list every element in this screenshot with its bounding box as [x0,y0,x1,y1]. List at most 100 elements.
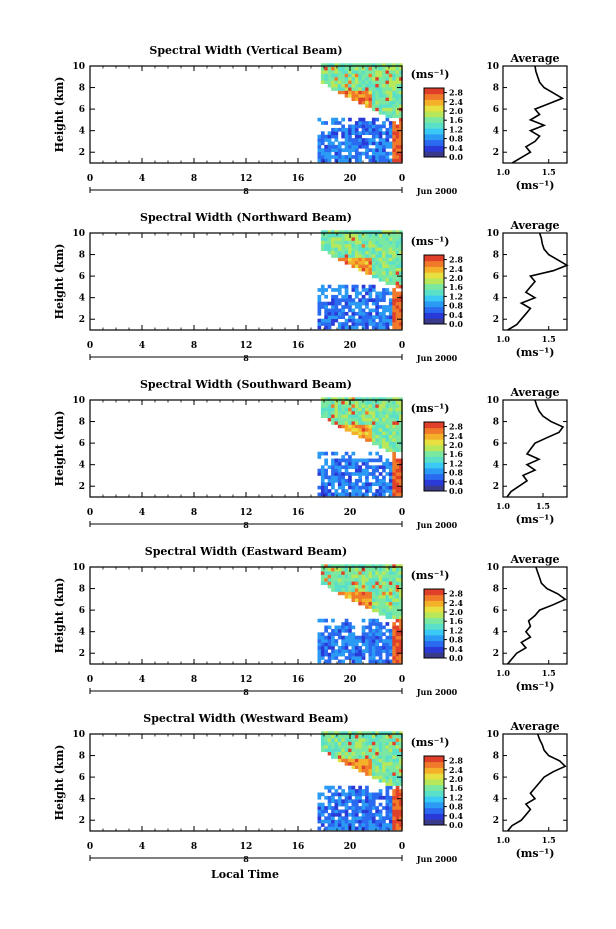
heat-cell [368,465,373,470]
heat-cell [382,243,386,248]
heat-cell [334,649,339,654]
heat-cell [388,823,393,827]
heat-cell [354,318,359,323]
heat-cell [399,734,403,739]
heat-cell [351,823,356,827]
heat-cell [320,288,325,292]
heat-cell [344,294,349,299]
heat-cell [320,472,325,476]
heat-cell [371,301,376,306]
heat-cell [375,465,379,470]
heat-cell [378,489,383,493]
heat-cell [324,574,328,579]
heat-cell [382,574,386,579]
heat-cell [395,70,400,74]
heat-cell [388,571,393,575]
heat-cell [392,485,396,490]
heat-cell [324,138,328,142]
heat-cell [395,649,400,654]
heat-cell [375,131,379,136]
heat-cell [354,155,359,159]
heat-cell [320,577,325,582]
heat-cell [385,250,390,255]
heat-cell [354,809,359,814]
heat-cell [385,277,390,282]
heat-cell [375,492,379,497]
heat-cell [399,816,403,821]
heat-cell [354,134,359,139]
heat-cell [337,240,342,245]
heat-cell [348,564,352,569]
heat-cell [375,482,379,487]
heat-cell [385,581,390,586]
heat-cell [392,478,396,483]
heat-cell [392,404,396,408]
heat-cell [358,407,362,412]
avg-y-tick-label: 10 [486,396,499,406]
heat-cell [388,438,393,442]
heat-cell [388,298,393,303]
heat-cell [382,758,386,763]
heat-cell [388,465,393,470]
heat-cell [375,308,379,313]
heat-cell [351,308,356,313]
colorbar-frame [423,755,445,826]
heat-cell [324,63,328,68]
heat-cell [382,66,386,71]
heat-cell [399,731,403,736]
y-tick-label: 6 [79,439,85,449]
heat-cell [382,571,386,575]
heat-cell [378,151,383,156]
heat-cell [371,567,376,572]
heat-cell [388,472,393,476]
heat-cell [399,73,403,78]
heat-cell [354,127,359,132]
avg-y-tick-label: 8 [493,418,499,428]
heat-cell [365,485,369,490]
heat-cell [331,76,335,81]
heat-cell [331,567,335,572]
heat-cell [344,591,349,596]
heat-cell [341,809,345,814]
heat-cell [392,158,396,163]
heat-cell [358,806,362,810]
heat-cell [378,632,383,637]
heat-cell [361,567,366,572]
x-tick-label: 0 [87,675,93,685]
heat-cell [368,315,373,320]
heat-cell [399,414,403,419]
heat-cell [348,755,352,759]
heat-cell [399,427,403,432]
heat-cell [399,308,403,313]
heat-cell [351,397,356,402]
heat-cell [385,775,390,780]
heat-cell [324,76,328,81]
colorbar-swatch [424,116,444,123]
avg-y-tick-label: 6 [493,606,499,616]
heat-cell [365,588,369,592]
heat-cell [368,601,373,606]
heat-cell [327,751,332,756]
heat-cell [371,826,376,831]
heat-cell [331,795,335,800]
heat-cell [354,70,359,74]
heat-cell [399,80,403,85]
heat-cell [348,478,352,483]
heat-cell [324,414,328,419]
heat-cell [344,748,349,753]
heat-cell [361,768,366,773]
heat-cell [317,492,322,497]
heat-cell [337,645,342,650]
colorbar-swatch [424,306,444,313]
heat-cell [337,284,342,289]
heat-cell [331,421,335,425]
heat-cell [382,267,386,272]
heat-cell [392,782,396,787]
heat-cell [392,417,396,422]
heat-cell [361,819,366,824]
heat-cell [327,144,332,149]
heat-cell [395,478,400,483]
heat-cell [395,291,400,296]
heat-cell [368,652,373,657]
heat-cell [371,100,376,105]
